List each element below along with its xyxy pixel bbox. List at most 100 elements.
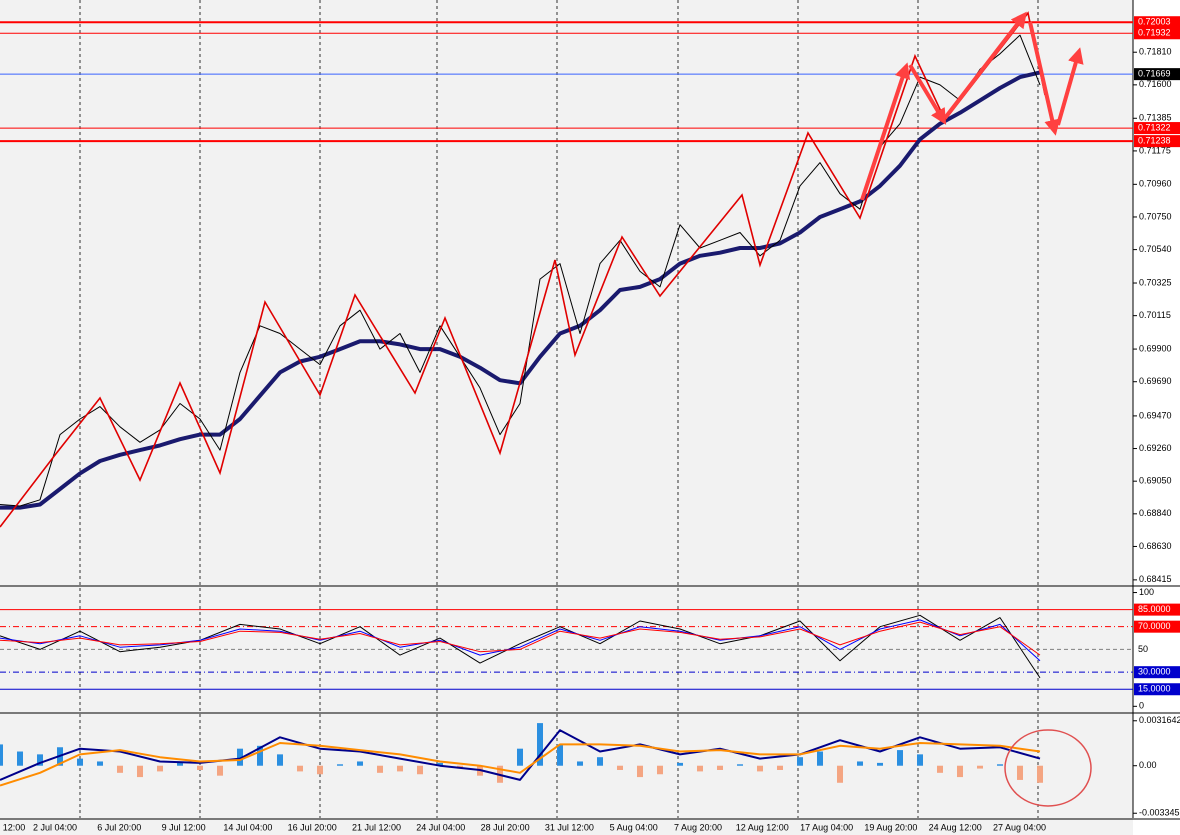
histogram-bar xyxy=(437,762,443,766)
level-label-box xyxy=(1134,135,1180,148)
histogram-bar xyxy=(1017,765,1023,780)
y-tick-label: 0.71385 xyxy=(1139,113,1172,123)
y-tick-label: 0.68630 xyxy=(1139,541,1172,551)
series-line xyxy=(0,742,1041,787)
histogram-bar xyxy=(657,765,663,775)
histogram-bar xyxy=(997,764,1003,766)
histogram-bar xyxy=(157,765,163,772)
arrow xyxy=(943,11,1027,120)
level-label: 15.0000 xyxy=(1138,684,1171,694)
level-label: 0.72003 xyxy=(1138,17,1171,27)
histogram-bar xyxy=(937,765,943,773)
histogram-bar xyxy=(1037,765,1043,783)
histogram-bar xyxy=(717,765,723,770)
histogram-bar xyxy=(237,748,243,766)
y-tick-label: 0.70750 xyxy=(1139,211,1172,221)
histogram-bar xyxy=(217,765,223,776)
y-tick-label: 0.68840 xyxy=(1139,508,1172,518)
histogram-bar xyxy=(597,757,603,766)
y-tick-label: 0.71810 xyxy=(1139,47,1172,57)
x-tick-label: 27 Aug 04:00 xyxy=(993,822,1046,832)
histogram-bar xyxy=(97,761,103,766)
x-tick-label: 31 Jul 12:00 xyxy=(545,822,594,832)
y-tick-label: 0.70325 xyxy=(1139,277,1172,287)
x-tick-label: 28 Jul 20:00 xyxy=(481,822,530,832)
x-tick-label: 24 Jul 04:00 xyxy=(416,822,465,832)
histogram-bar xyxy=(817,751,823,766)
y-tick-label: -0.003345 xyxy=(1139,808,1180,818)
histogram-bar xyxy=(197,765,203,770)
histogram-bar xyxy=(977,765,983,769)
y-tick-label: 0.69900 xyxy=(1139,343,1172,353)
series-line xyxy=(0,614,1041,679)
histogram-bar xyxy=(537,723,543,766)
level-label: 30.0000 xyxy=(1138,667,1171,677)
histogram-bar xyxy=(257,745,263,766)
y-tick-label: 0.00 xyxy=(1139,760,1157,770)
x-tick-label: 6 Jul 20:00 xyxy=(97,822,141,832)
level-label-box xyxy=(1134,68,1180,81)
histogram-bar xyxy=(777,765,783,770)
x-tick-label: 7 Aug 20:00 xyxy=(674,822,722,832)
histogram-bar xyxy=(677,762,683,766)
level-label: 0.71669 xyxy=(1138,69,1171,79)
histogram-bar xyxy=(797,757,803,766)
histogram-bar xyxy=(357,761,363,766)
histogram-bar xyxy=(757,765,763,772)
histogram-bar xyxy=(737,764,743,766)
histogram-bar xyxy=(517,748,523,766)
histogram-bar xyxy=(77,758,83,766)
y-tick-label: 0.69470 xyxy=(1139,410,1172,420)
level-label-box xyxy=(1134,122,1180,135)
level-label: 70.0000 xyxy=(1138,621,1171,631)
histogram-bar xyxy=(337,764,343,766)
x-tick-label: 2 Jul 04:00 xyxy=(33,822,77,832)
level-label: 0.71322 xyxy=(1138,122,1171,132)
x-tick-label: 12 Aug 12:00 xyxy=(736,822,789,832)
histogram-bar xyxy=(277,754,283,766)
x-tick-label: 21 Jul 12:00 xyxy=(352,822,401,832)
histogram-bar xyxy=(297,765,303,772)
y-tick-label: 0.70960 xyxy=(1139,179,1172,189)
x-tick-label: 12:00 xyxy=(3,822,26,832)
histogram-bar xyxy=(37,754,43,766)
x-tick-label: 24 Aug 12:00 xyxy=(929,822,982,832)
level-label-box xyxy=(1134,620,1180,633)
histogram-bar xyxy=(317,765,323,775)
y-tick-label: 0.0031642 xyxy=(1139,715,1180,725)
y-tick-label: 0.68415 xyxy=(1139,574,1172,584)
y-tick-label: 0.71175 xyxy=(1139,145,1171,155)
arrow xyxy=(1056,47,1084,126)
y-tick-label: 0.69260 xyxy=(1139,443,1172,453)
histogram-bar xyxy=(557,744,563,766)
x-tick-label: 9 Jul 12:00 xyxy=(162,822,206,832)
histogram-bar xyxy=(837,765,843,783)
histogram-bar xyxy=(697,765,703,772)
histogram-bar xyxy=(377,765,383,773)
x-tick-label: 17 Aug 04:00 xyxy=(800,822,853,832)
x-tick-label: 5 Aug 04:00 xyxy=(610,822,658,832)
histogram-bar xyxy=(397,765,403,772)
histogram-bar xyxy=(137,765,143,778)
histogram-bar xyxy=(417,765,423,775)
level-label: 0.71238 xyxy=(1138,135,1171,145)
histogram-bar xyxy=(577,761,583,766)
series-line xyxy=(0,621,1041,656)
histogram-bar xyxy=(617,765,623,770)
x-tick-label: 16 Jul 20:00 xyxy=(288,822,337,832)
level-label: 50 xyxy=(1138,644,1148,654)
level-label-box xyxy=(1134,27,1180,40)
level-label-box xyxy=(1134,16,1180,29)
plot-background xyxy=(0,0,1133,835)
histogram-bar xyxy=(877,762,883,766)
highlight-circle xyxy=(1004,729,1092,807)
y-tick-label: 0.69050 xyxy=(1139,476,1172,486)
level-label: 0.71932 xyxy=(1138,28,1171,38)
histogram-bar xyxy=(637,765,643,778)
level-label-box xyxy=(1134,666,1180,679)
level-label: 85.0000 xyxy=(1138,604,1171,614)
y-tick-label: 100 xyxy=(1139,587,1154,597)
x-tick-label: 19 Aug 20:00 xyxy=(864,822,917,832)
